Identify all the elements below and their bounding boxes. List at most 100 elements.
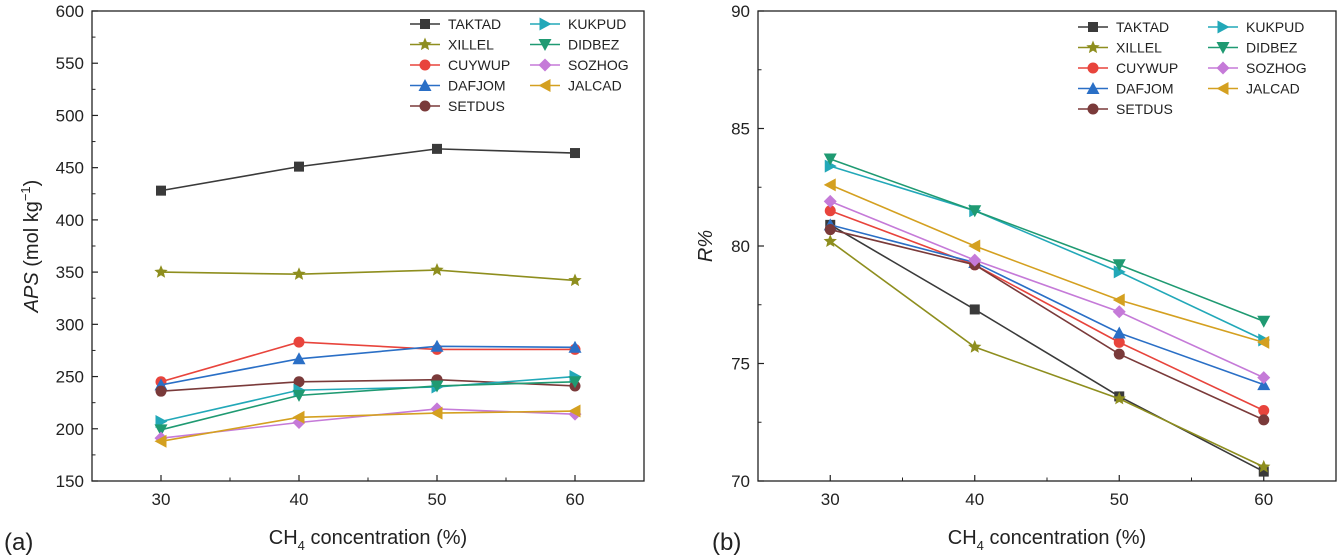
data-point-xillel xyxy=(430,263,444,276)
y-axis: 70 75 80 85 90 xyxy=(731,2,764,491)
data-point-jalcad xyxy=(968,239,981,253)
series-line-dafjom xyxy=(160,345,576,386)
legend-swatch-marker xyxy=(418,37,432,51)
data-point-jalcad xyxy=(430,406,443,420)
series-line-cuywup xyxy=(829,210,1265,412)
legend-label: XILLEL xyxy=(1116,40,1162,56)
series-line-kukpud xyxy=(160,375,576,423)
legend-entry-cuywup: CUYWUP xyxy=(410,57,510,73)
y-tick-label: 600 xyxy=(56,2,84,21)
legend-label: SETDUS xyxy=(448,98,505,114)
panel-label: (a) xyxy=(4,529,33,556)
x-axis-title: CH4 concentration (%) xyxy=(948,527,1146,553)
series-kukpud xyxy=(155,370,582,428)
data-point-didbez xyxy=(823,153,837,166)
series-line-sozhog xyxy=(160,408,576,439)
y-axis-title: R% xyxy=(695,230,717,262)
data-point-setdus xyxy=(293,376,305,388)
legend: TAKTAD XILLEL CUYWUP DAFJOM SETDUS KUKPUD DIDB… xyxy=(410,16,629,114)
x-axis-title-main: CH xyxy=(269,527,298,549)
data-point-xillel xyxy=(292,267,306,280)
series-line-didbez xyxy=(829,158,1265,322)
series-line-cuywup xyxy=(160,341,575,383)
legend-swatch-marker xyxy=(1088,22,1098,32)
x-tick-label: 50 xyxy=(428,490,447,509)
y-tick-label: 90 xyxy=(731,2,750,21)
data-point-setdus xyxy=(155,385,167,397)
x-axis-title-sub: 4 xyxy=(298,538,305,553)
data-point-sozhog xyxy=(968,253,982,267)
series-xillel xyxy=(154,263,582,287)
data-point-dafjom xyxy=(1257,378,1271,391)
series-xillel xyxy=(823,234,1271,473)
legend-swatch-marker xyxy=(1087,103,1099,115)
data-point-setdus xyxy=(1258,414,1270,426)
legend-label: TAKTAD xyxy=(1116,19,1169,35)
legend-swatch-marker xyxy=(1217,20,1230,34)
data-point-jalcad xyxy=(292,410,305,424)
y-tick-label: 500 xyxy=(56,106,84,125)
data-point-cuywup xyxy=(824,205,836,217)
data-point-sozhog xyxy=(823,194,837,208)
x-axis-title: CH4 concentration (%) xyxy=(269,527,467,553)
legend-entry-sozhog: SOZHOG xyxy=(1208,60,1307,76)
data-point-jalcad xyxy=(823,178,836,192)
data-point-dafjom xyxy=(1112,326,1126,339)
data-point-jalcad xyxy=(154,434,167,448)
x-tick-label: 50 xyxy=(1110,490,1129,509)
data-point-setdus xyxy=(1113,348,1125,360)
series-didbez xyxy=(823,153,1271,328)
y-tick-label: 400 xyxy=(56,211,84,230)
legend-label: KUKPUD xyxy=(1246,19,1304,35)
data-point-xillel xyxy=(1112,391,1126,405)
series-setdus xyxy=(155,374,581,397)
y-axis-title-main: R% xyxy=(695,230,717,262)
panel-label: (b) xyxy=(712,529,741,556)
series-line-dafjom xyxy=(830,224,1265,386)
series-line-kukpud xyxy=(830,165,1265,341)
data-point-sozhog xyxy=(1112,305,1126,319)
y-tick-label: 75 xyxy=(731,355,750,374)
y-tick-label: 550 xyxy=(56,54,84,73)
series-cuywup xyxy=(824,205,1270,416)
series-group xyxy=(823,153,1271,477)
y-axis-title: APS (mol kg−1) xyxy=(18,180,43,314)
legend-swatch-marker xyxy=(1087,62,1099,74)
data-point-didbez xyxy=(430,380,444,393)
y-axis-title-sup: −1 xyxy=(18,186,33,201)
x-axis-title-rest: concentration (%) xyxy=(305,527,467,549)
data-point-cuywup xyxy=(1258,405,1270,416)
x-axis: 30 40 50 60 xyxy=(821,475,1273,509)
legend-entry-jalcad: JALCAD xyxy=(530,78,622,94)
legend-label: DIDBEZ xyxy=(568,37,620,53)
legend-label: DAFJOM xyxy=(448,78,506,94)
y-tick-label: 200 xyxy=(56,420,84,439)
x-tick-label: 30 xyxy=(152,490,171,509)
data-point-didbez xyxy=(154,424,168,437)
legend-entry-kukpud: KUKPUD xyxy=(1208,19,1304,35)
legend-entry-didbez: DIDBEZ xyxy=(1208,40,1298,56)
legend-entry-jalcad: JALCAD xyxy=(1208,81,1300,97)
x-axis-title-sub: 4 xyxy=(977,538,984,553)
legend-swatch-marker xyxy=(419,100,431,112)
series-line-taktad xyxy=(160,148,576,192)
y-axis-title-end: ) xyxy=(21,180,43,187)
legend-entry-dafjom: DAFJOM xyxy=(410,78,506,94)
y-tick-label: 350 xyxy=(56,263,84,282)
data-point-xillel xyxy=(823,234,837,247)
data-point-cuywup xyxy=(293,336,305,348)
data-point-didbez xyxy=(1257,315,1271,328)
series-line-setdus xyxy=(830,228,1265,421)
y-tick-label: 150 xyxy=(56,472,84,491)
legend-swatch-marker xyxy=(538,39,552,51)
data-point-xillel xyxy=(968,340,982,353)
data-point-kukpud xyxy=(824,159,837,173)
legend-label: SOZHOG xyxy=(568,57,629,73)
legend-label: KUKPUD xyxy=(568,16,626,32)
chart-a: 150 200 250 300 350 400 450 500 550 600 30 40 50 60 CH… xyxy=(4,2,645,556)
series-jalcad xyxy=(154,404,581,448)
legend-swatch-marker xyxy=(1086,82,1100,94)
x-tick-label: 30 xyxy=(821,490,840,509)
x-axis-title-main: CH xyxy=(948,527,977,549)
